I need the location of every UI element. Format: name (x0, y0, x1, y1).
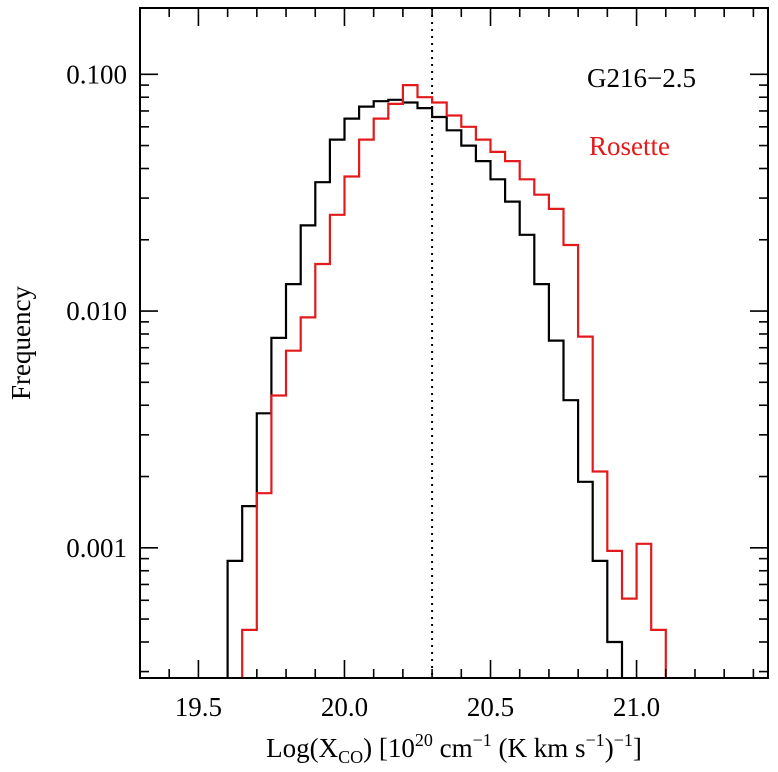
x-label-sup2: −1 (473, 730, 492, 750)
y-tick-label: 0.010 (66, 296, 127, 326)
plot-frame (139, 7, 769, 679)
x-label-sup3: −1 (586, 730, 605, 750)
x-label-sup4: −1 (614, 730, 633, 750)
x-label-sub: CO (338, 747, 363, 767)
x-tick-label: 20.0 (321, 692, 368, 722)
legend-entry-rosette: Rosette (589, 131, 670, 161)
series-layer (226, 8, 667, 678)
x-label-sup1: 20 (415, 730, 433, 750)
series-g216-step (226, 98, 624, 678)
ticks-layer: 19.5 20.0 20.5 21.0 0.001 0.010 0.100 (66, 8, 768, 722)
x-label-mid3: (K km s (492, 733, 586, 763)
y-tick-label: 0.100 (66, 59, 127, 89)
x-tick-label: 21.0 (613, 692, 660, 722)
x-label-suffix: ] (633, 733, 642, 763)
x-tick-label: 19.5 (175, 692, 222, 722)
x-axis-label: Log(XCO) [1020 cm−1 (K km s−1)−1] (266, 730, 642, 767)
x-tick-label: 20.5 (467, 692, 514, 722)
y-tick-label: 0.001 (66, 533, 127, 563)
y-axis-label: Frequency (6, 286, 36, 400)
x-label-prefix: Log(X (266, 733, 338, 763)
series-rosette-step (241, 84, 667, 678)
legend-entry-g216: G216−2.5 (587, 63, 696, 93)
x-label-mid4: ) (605, 733, 614, 763)
x-label-mid: ) [10 (363, 733, 415, 763)
x-label-mid2: cm (433, 733, 473, 763)
